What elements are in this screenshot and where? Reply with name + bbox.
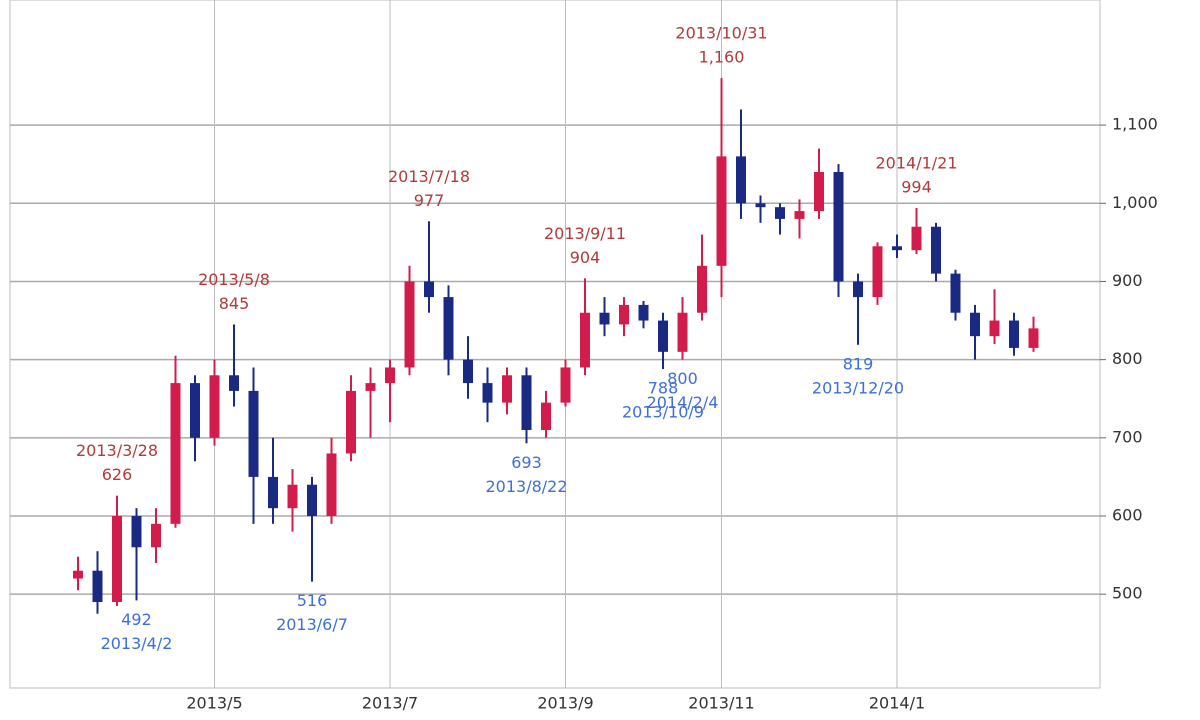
candle-body — [677, 312, 688, 352]
low-date: 2013/10/9 — [622, 403, 704, 422]
low-value: 800 — [667, 369, 698, 388]
low-value: 788 — [648, 379, 679, 398]
x-tick-label: 2013/7 — [362, 694, 418, 713]
candle-body — [970, 312, 980, 337]
y-tick-label: 600 — [1112, 506, 1143, 525]
candle-body — [307, 484, 317, 516]
low-date: 2013/8/22 — [485, 477, 567, 496]
candle-body — [521, 375, 532, 430]
candle-body — [814, 172, 824, 212]
candle-body — [989, 320, 1000, 337]
candle-body — [775, 207, 785, 219]
x-tick-label: 2013/9 — [537, 694, 593, 713]
candle-body — [872, 246, 883, 298]
candle-body — [931, 226, 941, 274]
high-value: 994 — [901, 177, 932, 196]
candle-body — [794, 211, 805, 219]
high-value: 626 — [102, 465, 133, 484]
candle-body — [404, 281, 415, 368]
candle-body — [287, 484, 298, 509]
candle-body — [443, 297, 454, 360]
high-date: 2013/5/8 — [198, 270, 270, 289]
candle-body — [853, 281, 863, 298]
low-value: 693 — [511, 453, 542, 472]
candle-body — [502, 375, 512, 403]
candle-body — [833, 172, 844, 282]
low-date: 2013/6/7 — [276, 615, 348, 634]
candle-body — [92, 570, 103, 602]
y-tick-label: 500 — [1112, 584, 1143, 603]
candle-body — [755, 203, 766, 208]
candle-body — [1009, 320, 1019, 348]
candle-body — [151, 523, 161, 548]
candle-body — [697, 265, 707, 313]
candle-body — [463, 359, 473, 384]
candle-body — [424, 281, 434, 298]
high-date: 2013/7/18 — [388, 167, 470, 186]
candle-body — [619, 304, 629, 325]
high-value: 904 — [570, 248, 601, 267]
candle-body — [346, 390, 356, 454]
x-tick-label: 2014/1 — [869, 694, 925, 713]
low-date: 2013/4/2 — [101, 634, 173, 653]
candle-body — [131, 516, 142, 548]
plot-frame — [9, 0, 1101, 689]
candle-body — [190, 383, 200, 438]
y-tick-label: 900 — [1112, 271, 1143, 290]
candle-body — [385, 367, 395, 384]
x-tick-label: 2013/11 — [688, 694, 754, 713]
low-value: 516 — [297, 591, 328, 610]
high-value: 845 — [219, 294, 250, 313]
x-tick-label: 2013/5 — [186, 694, 242, 713]
candle-body — [1028, 328, 1039, 348]
candle-body — [365, 383, 376, 391]
high-value: 1,160 — [699, 48, 745, 67]
candle-body — [580, 312, 590, 368]
high-value: 977 — [414, 191, 445, 210]
low-value: 819 — [843, 354, 874, 373]
y-tick-label: 1,100 — [1112, 115, 1158, 134]
candle-body — [248, 390, 259, 477]
candle-body — [911, 226, 922, 251]
low-date: 2014/2/4 — [647, 393, 719, 412]
y-tick-label: 1,000 — [1112, 193, 1158, 212]
candle-body — [209, 375, 220, 438]
candle-body — [658, 320, 668, 352]
high-date: 2013/10/31 — [675, 24, 767, 43]
candle-body — [326, 453, 337, 516]
y-tick-label: 700 — [1112, 427, 1143, 446]
candle-body — [170, 383, 181, 524]
candle-body — [892, 246, 902, 251]
candle-body — [638, 304, 649, 321]
candle-body — [950, 273, 961, 313]
candle-body — [560, 367, 571, 403]
y-tick-label: 800 — [1112, 349, 1143, 368]
candle-body — [112, 516, 122, 602]
high-date: 2013/3/28 — [76, 441, 158, 460]
candle-body — [482, 383, 493, 403]
candle-body — [716, 156, 727, 266]
candle-body — [73, 570, 83, 579]
low-date: 2013/12/20 — [812, 378, 904, 397]
candle-body — [736, 156, 746, 204]
high-date: 2014/1/21 — [875, 153, 957, 172]
candle-body — [599, 312, 610, 325]
candle-body — [541, 402, 551, 430]
candle-body — [229, 375, 239, 391]
high-date: 2013/9/11 — [544, 224, 626, 243]
low-value: 492 — [121, 610, 152, 629]
candle-body — [268, 476, 278, 509]
